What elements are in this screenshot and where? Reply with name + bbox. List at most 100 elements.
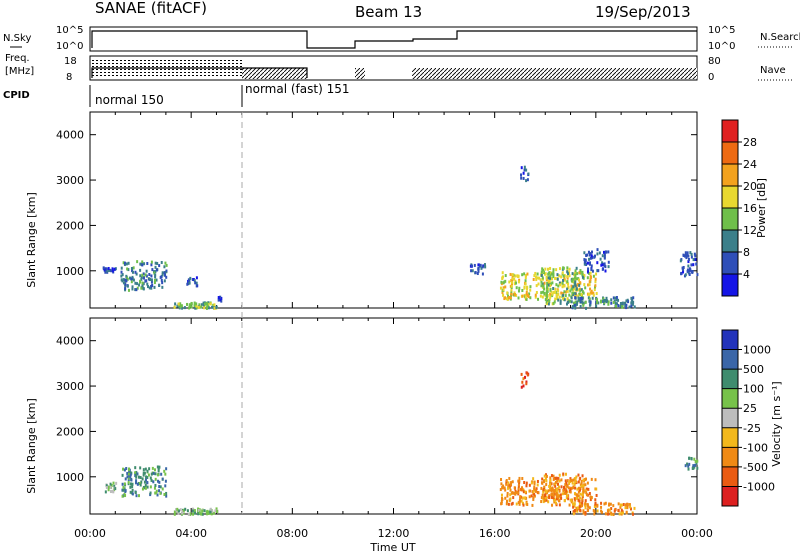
- power-cell: [687, 257, 690, 261]
- velocity-cell: [573, 492, 576, 496]
- freq-strip: Freq. [MHz] 18 8 80 0 Nave: [5, 53, 792, 83]
- power-cell: [155, 268, 158, 272]
- velocity-cell: [532, 496, 535, 500]
- power-cell: [562, 297, 565, 301]
- velocity-cell: [517, 483, 520, 487]
- power-cell: [509, 272, 512, 276]
- power-cell: [547, 276, 550, 280]
- cpid-label: CPID: [3, 90, 30, 101]
- velocity-cell: [549, 476, 552, 480]
- velocity-cell: [584, 511, 587, 515]
- power-cell: [579, 304, 582, 308]
- time-tick-label: 20:00: [580, 527, 612, 540]
- velocity-cell: [577, 498, 580, 502]
- velocity-colorbar-segment: [722, 466, 738, 487]
- power-ytick-label: 1000: [56, 265, 84, 278]
- velocity-cell: [136, 472, 139, 476]
- power-cell: [579, 269, 582, 273]
- power-cell: [503, 280, 506, 284]
- velocity-cell: [520, 499, 523, 503]
- nsearch-tick-low: 10^0: [708, 41, 735, 52]
- power-cell: [549, 274, 552, 278]
- velocity-cell: [163, 469, 166, 473]
- velocity-colorbar-label: 25: [743, 402, 757, 415]
- power-cell: [504, 296, 507, 300]
- plot-title: SANAE (fitACF): [95, 0, 207, 17]
- power-cell: [571, 305, 574, 309]
- power-cell: [551, 281, 554, 285]
- power-cell: [161, 281, 164, 285]
- velocity-cell: [555, 476, 558, 480]
- power-cell: [601, 254, 604, 258]
- velocity-cell: [554, 484, 557, 488]
- velocity-cell: [577, 480, 580, 484]
- power-cell: [562, 293, 565, 297]
- velocity-cell: [143, 471, 146, 475]
- power-cell: [600, 263, 603, 267]
- power-cell: [206, 302, 209, 306]
- velocity-cell: [509, 493, 512, 497]
- power-cell: [612, 296, 615, 300]
- velocity-cell: [146, 485, 149, 489]
- power-cell: [590, 291, 593, 295]
- power-panel: 1000 2000 3000 4000 Slant Range [km]: [25, 111, 699, 310]
- power-cell: [543, 281, 546, 285]
- velocity-cell: [177, 509, 180, 513]
- power-cell: [607, 260, 610, 264]
- velocity-cell: [609, 502, 612, 506]
- power-cell: [515, 286, 518, 290]
- power-cell: [552, 301, 555, 305]
- velocity-cell: [558, 479, 561, 483]
- power-cell: [555, 283, 558, 287]
- power-cell: [556, 277, 559, 281]
- velocity-cell: [507, 502, 510, 506]
- velocity-cell: [504, 488, 507, 492]
- velocity-cell: [541, 493, 544, 497]
- power-cell: [569, 289, 572, 293]
- velocity-cell: [131, 482, 134, 486]
- velocity-cell: [582, 490, 585, 494]
- power-cell: [197, 306, 200, 310]
- velocity-cell: [510, 481, 513, 485]
- power-cell: [593, 255, 596, 259]
- power-cell: [522, 176, 525, 180]
- velocity-cell: [197, 509, 200, 513]
- power-cell: [506, 291, 509, 295]
- power-cell: [124, 282, 127, 286]
- velocity-cell: [563, 485, 566, 489]
- power-cell: [603, 264, 606, 268]
- velocity-cell: [200, 512, 203, 516]
- velocity-cell: [144, 478, 147, 482]
- velocity-cell: [545, 490, 548, 494]
- power-cell: [687, 271, 690, 275]
- velocity-cell: [568, 481, 571, 485]
- power-cell: [525, 297, 528, 301]
- power-cell: [619, 302, 622, 306]
- velocity-cell: [135, 494, 138, 498]
- velocity-cell: [586, 509, 589, 513]
- velocity-colorbar-label: 500: [743, 363, 764, 376]
- power-cell: [143, 262, 146, 266]
- time-tick-label: 12:00: [378, 527, 410, 540]
- velocity-cell: [121, 494, 124, 498]
- power-cell: [154, 261, 157, 265]
- power-cell: [596, 248, 599, 252]
- time-tick-label: 08:00: [276, 527, 308, 540]
- power-cell: [104, 270, 107, 274]
- power-cell: [540, 284, 543, 288]
- velocity-cell: [694, 463, 697, 467]
- velocity-cell: [606, 512, 609, 516]
- velocity-cell: [182, 511, 185, 515]
- velocity-cell: [192, 512, 195, 516]
- power-cell: [687, 254, 690, 258]
- velocity-cell: [540, 500, 543, 504]
- power-cell: [126, 284, 129, 288]
- velocity-cell: [122, 488, 125, 492]
- power-cell: [540, 291, 543, 295]
- velocity-cell: [550, 482, 553, 486]
- power-cell: [174, 302, 177, 306]
- nsky-label: N.Sky: [3, 33, 31, 44]
- velocity-cell: [157, 469, 160, 473]
- velocity-cell: [555, 491, 558, 495]
- power-cell: [631, 299, 634, 303]
